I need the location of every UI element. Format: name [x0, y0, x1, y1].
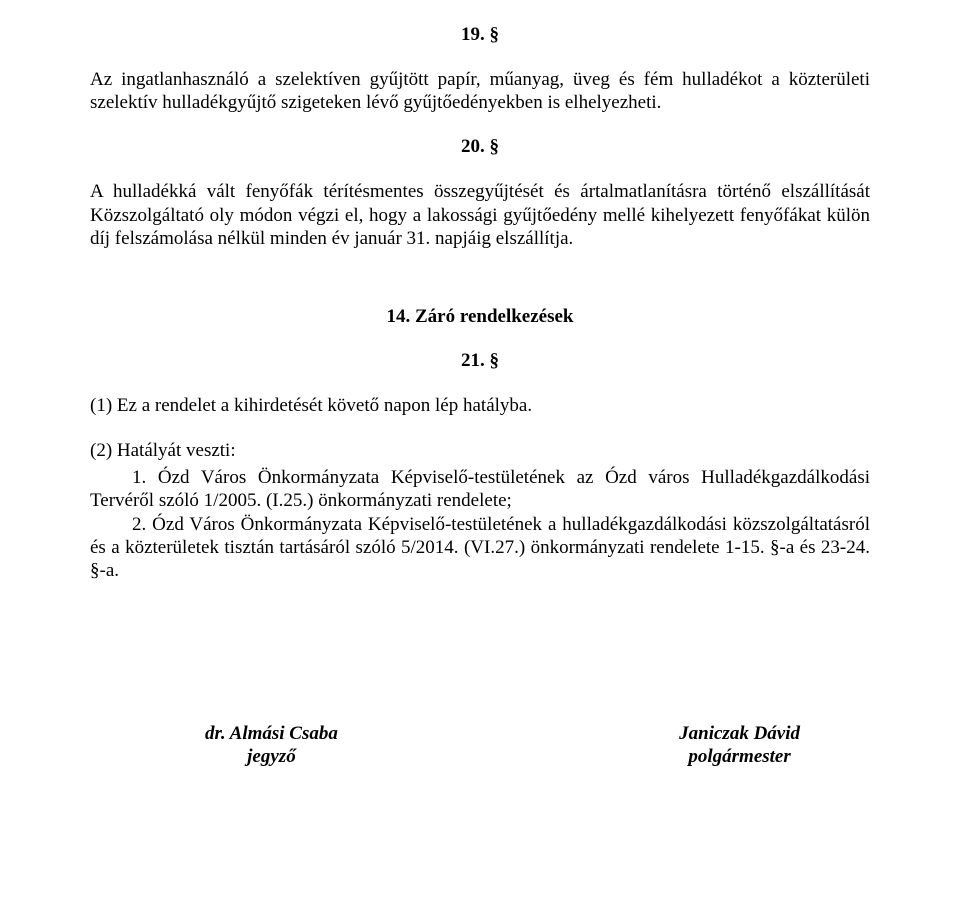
- signature-left: dr. Almási Csaba jegyző: [205, 722, 338, 768]
- signature-right: Janiczak Dávid polgármester: [679, 722, 800, 768]
- paragraph-21-sub1: (1) Ez a rendelet a kihirdetését követő …: [90, 394, 870, 417]
- signature-row: dr. Almási Csaba jegyző Janiczak Dávid p…: [90, 722, 870, 768]
- paragraph-21-sub2-lead: (2) Hatályát veszti:: [90, 439, 870, 462]
- list-item-2-text: 2. Ózd Város Önkormányzata Képviselő-tes…: [90, 514, 870, 581]
- signatory-left-name: dr. Almási Csaba: [205, 722, 338, 745]
- section-20-heading: 20. §: [90, 136, 870, 158]
- paragraph-21-sub2-block: 1. Ózd Város Önkormányzata Képviselő-tes…: [90, 466, 870, 582]
- list-item-1-text: 1. Ózd Város Önkormányzata Képviselő-tes…: [90, 467, 870, 511]
- section-19-heading: 19. §: [90, 24, 870, 46]
- paragraph-19: Az ingatlanhasználó a szelektíven gyűjtö…: [90, 68, 870, 114]
- signatory-right-title: polgármester: [679, 745, 800, 768]
- closing-provisions-heading: 14. Záró rendelkezések: [90, 306, 870, 328]
- paragraph-20: A hulladékká vált fenyőfák térítésmentes…: [90, 180, 870, 250]
- section-21-heading: 21. §: [90, 350, 870, 372]
- signatory-left-title: jegyző: [205, 745, 338, 768]
- signatory-right-name: Janiczak Dávid: [679, 722, 800, 745]
